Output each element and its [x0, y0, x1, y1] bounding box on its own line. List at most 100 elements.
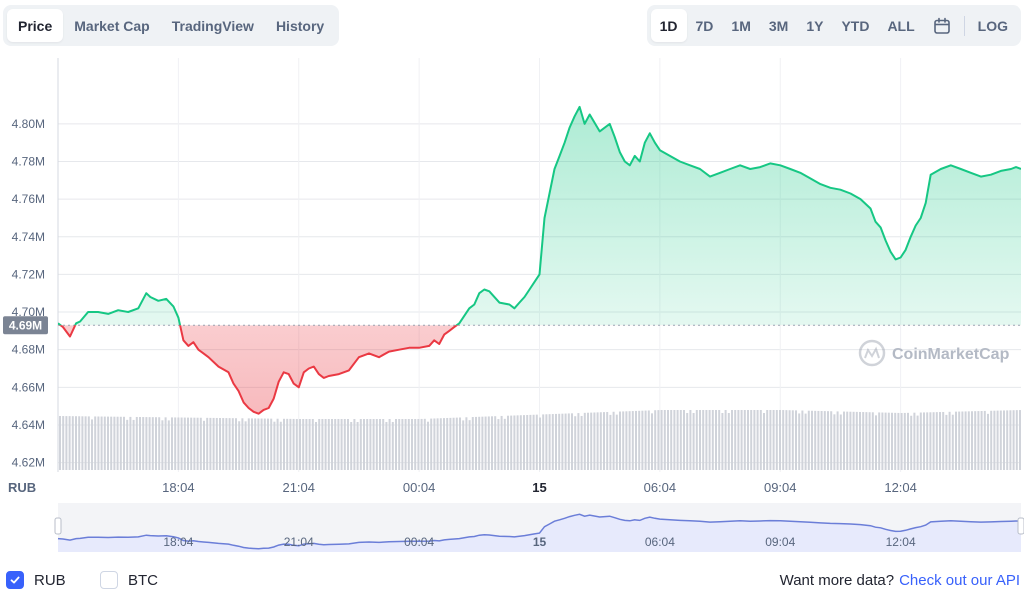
volume-bar — [903, 412, 906, 470]
volume-bar — [68, 416, 71, 470]
volume-bar — [436, 418, 439, 470]
volume-bar — [132, 419, 135, 470]
chart-type-tabs: Price Market Cap TradingView History — [3, 5, 340, 46]
navigator-left-handle[interactable] — [54, 517, 62, 535]
volume-bar — [465, 417, 468, 470]
volume-bar — [407, 419, 410, 470]
volume-bar — [263, 418, 266, 470]
volume-bar — [382, 419, 385, 470]
tab-market-cap[interactable]: Market Cap — [74, 17, 150, 34]
volume-bar — [254, 418, 257, 470]
currency-axis-label: RUB — [8, 480, 36, 495]
rub-checkbox[interactable] — [6, 571, 24, 589]
volume-bar — [363, 419, 365, 470]
volume-bar — [401, 419, 404, 470]
volume-bar — [75, 416, 77, 470]
volume-bar — [219, 418, 221, 470]
volume-bar — [516, 415, 519, 470]
range-7d[interactable]: 7D — [695, 17, 714, 34]
tab-tradingview[interactable]: TradingView — [171, 17, 254, 34]
volume-bar — [654, 410, 657, 470]
volume-bar — [907, 412, 909, 470]
volume-bar — [817, 410, 820, 470]
range-1m[interactable]: 1M — [731, 17, 751, 34]
volume-bar — [683, 410, 685, 470]
volume-bar — [625, 411, 628, 470]
volume-bar — [1015, 410, 1018, 470]
volume-bar — [110, 416, 113, 470]
navigator-tick-label: 21:04 — [284, 535, 314, 549]
volume-bar — [203, 420, 205, 470]
rub-toggle[interactable]: RUB — [6, 568, 66, 592]
volume-bar — [545, 414, 548, 470]
volume-bar — [971, 411, 973, 470]
volume-bar — [113, 416, 116, 470]
tab-history[interactable]: History — [275, 17, 325, 34]
volume-bar — [164, 417, 167, 470]
api-link[interactable]: Check out our API — [899, 571, 1020, 589]
navigator-line — [57, 513, 1022, 550]
volume-bar — [759, 410, 762, 470]
volume-bar — [279, 421, 282, 470]
price-line-up — [58, 105, 1021, 326]
volume-bar — [935, 412, 938, 470]
volume-bar — [337, 419, 340, 470]
volume-bar — [1012, 410, 1015, 470]
volume-bar — [967, 411, 970, 470]
volume-bar — [295, 418, 298, 470]
volume-bar — [507, 415, 509, 470]
volume-bar — [753, 410, 756, 470]
range-ytd[interactable]: YTD — [841, 17, 870, 34]
volume-bar — [599, 412, 602, 470]
volume-bar — [823, 411, 826, 470]
btc-toggle[interactable]: BTC — [100, 568, 158, 592]
volume-bar — [427, 421, 429, 470]
volume-bar — [379, 419, 381, 470]
volume-bar — [875, 415, 877, 470]
volume-bar — [257, 418, 260, 470]
volume-bar — [795, 410, 797, 470]
volume-bar — [619, 411, 621, 470]
volume-bar — [513, 415, 516, 470]
calendar-button[interactable] — [924, 9, 960, 42]
volume-bar — [139, 417, 141, 470]
range-all[interactable]: ALL — [887, 17, 915, 34]
tab-price[interactable]: Price — [7, 9, 64, 42]
y-tick-label: 4.66M — [12, 380, 45, 394]
btc-checkbox[interactable] — [100, 571, 118, 589]
volume-bar — [404, 419, 407, 470]
volume-bar — [260, 418, 263, 470]
volume-bar — [932, 412, 935, 470]
volume-bar — [87, 416, 90, 470]
volume-bar — [670, 410, 673, 470]
volume-bar — [977, 411, 980, 470]
volume-bar — [724, 410, 727, 470]
volume-bar — [475, 416, 477, 470]
volume-bar — [964, 411, 967, 470]
range-3m[interactable]: 3M — [768, 17, 789, 34]
volume-bar — [958, 411, 961, 470]
volume-bar — [897, 412, 900, 470]
volume-bar — [551, 414, 554, 470]
log-scale-button[interactable]: LOG — [977, 17, 1008, 34]
volume-bar — [500, 415, 503, 470]
volume-bar — [827, 411, 829, 470]
volume-bar — [779, 410, 781, 470]
volume-bar — [836, 411, 839, 470]
volume-bar — [283, 418, 285, 470]
volume-bar — [743, 410, 746, 470]
volume-bar — [910, 415, 913, 470]
volume-bar — [183, 417, 186, 470]
navigator-right-handle[interactable] — [1017, 517, 1024, 535]
volume-bar — [955, 411, 957, 470]
volume-bar — [718, 410, 721, 470]
volume-bar — [699, 410, 701, 470]
volume-bar — [881, 412, 884, 470]
range-1d[interactable]: 1D — [650, 9, 687, 42]
volume-bar — [171, 417, 173, 470]
volume-bar — [388, 419, 391, 470]
volume-bar — [833, 414, 836, 470]
volume-bar — [487, 416, 490, 470]
range-1y[interactable]: 1Y — [806, 17, 824, 34]
